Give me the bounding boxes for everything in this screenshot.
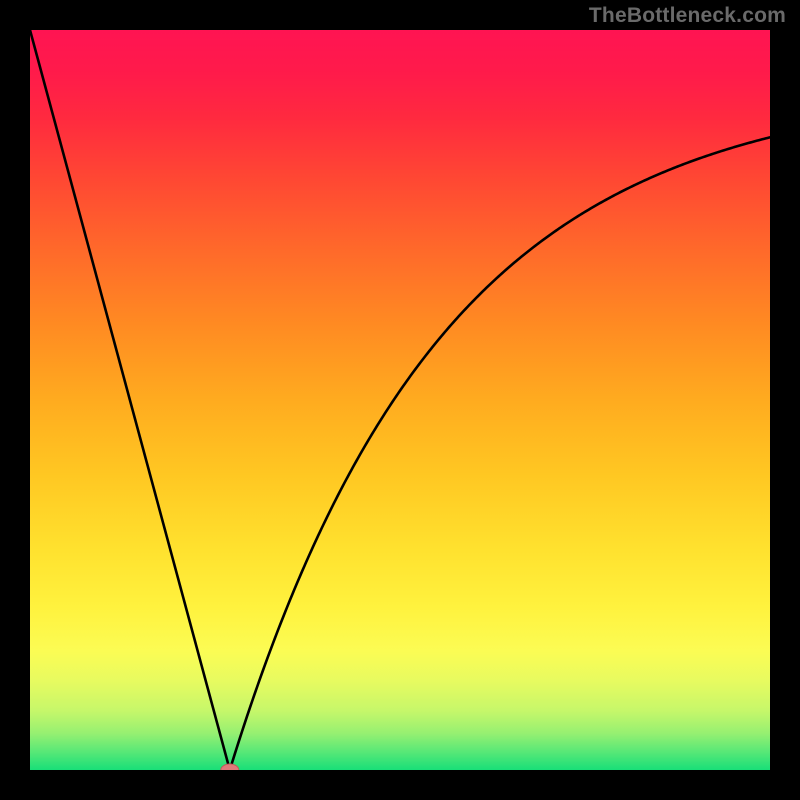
plot-background	[30, 30, 770, 770]
bottleneck-curve-chart	[0, 0, 800, 800]
chart-frame: TheBottleneck.com	[0, 0, 800, 800]
watermark-text: TheBottleneck.com	[589, 4, 786, 28]
minimum-marker	[221, 764, 239, 776]
